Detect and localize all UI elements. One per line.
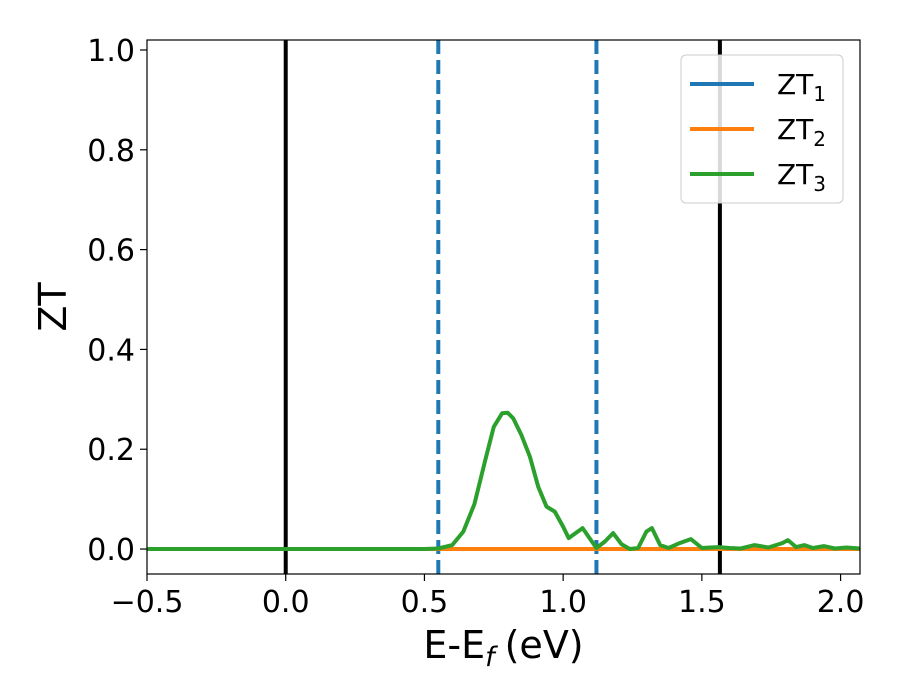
x-axis-label-main: E-E [423, 623, 485, 667]
y-tick-label: 1.0 [87, 34, 135, 69]
legend: ZT1 ZT2 ZT3 [680, 54, 844, 204]
legend-label-2: ZT2 [777, 113, 826, 151]
plot-frame [146, 39, 861, 575]
series-line-3 [147, 410, 861, 551]
y-tick-label: 0.0 [87, 533, 135, 568]
x-axis-label: E-Ef (eV) [423, 623, 583, 673]
y-tick-label: 0.8 [87, 134, 135, 169]
legend-label-3: ZT3 [777, 158, 826, 196]
series-lines [147, 410, 861, 551]
x-tick-label: −0.5 [111, 585, 184, 620]
x-axis-label-unit: (eV) [505, 623, 584, 667]
y-axis-label: ZT [31, 282, 75, 332]
x-tick-label: 2.0 [817, 585, 865, 620]
x-tick-label: 1.5 [678, 585, 726, 620]
y-axis-ticks: 0.0 0.2 0.4 0.6 0.8 1.0 [87, 34, 147, 568]
x-axis-ticks: −0.5 0.0 0.5 1.0 1.5 2.0 [111, 574, 865, 620]
y-tick-label: 0.4 [87, 333, 135, 368]
vertical-reference-lines [283, 40, 722, 574]
x-tick-label: 0.5 [401, 585, 449, 620]
x-tick-label: 1.0 [539, 585, 587, 620]
y-tick-label: 0.2 [87, 433, 135, 468]
x-tick-label: 0.0 [262, 585, 310, 620]
legend-label-1: ZT1 [777, 68, 826, 106]
x-axis-label-subscript: f [485, 642, 498, 673]
y-tick-label: 0.6 [87, 234, 135, 269]
legend-box [680, 54, 844, 204]
